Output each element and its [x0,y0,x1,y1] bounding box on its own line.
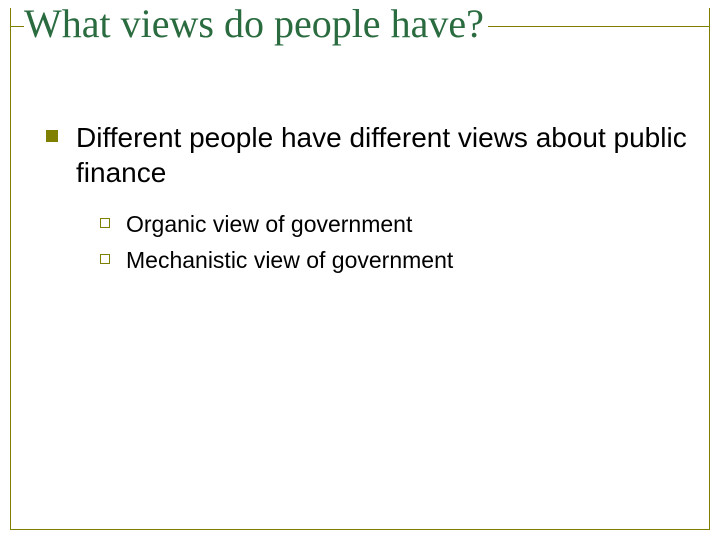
level2-text: Mechanistic view of government [126,246,453,276]
outline-square-bullet-icon [100,254,110,264]
level2-container: Organic view of government Mechanistic v… [100,210,690,276]
bullet-level1: Different people have different views ab… [46,120,690,190]
square-bullet-icon [46,130,58,142]
bullet-level2: Organic view of government [100,210,690,240]
bullet-level2: Mechanistic view of government [100,246,690,276]
level1-text: Different people have different views ab… [76,120,690,190]
outline-square-bullet-icon [100,218,110,228]
level2-text: Organic view of government [126,210,412,240]
slide-content: Different people have different views ab… [46,120,690,282]
